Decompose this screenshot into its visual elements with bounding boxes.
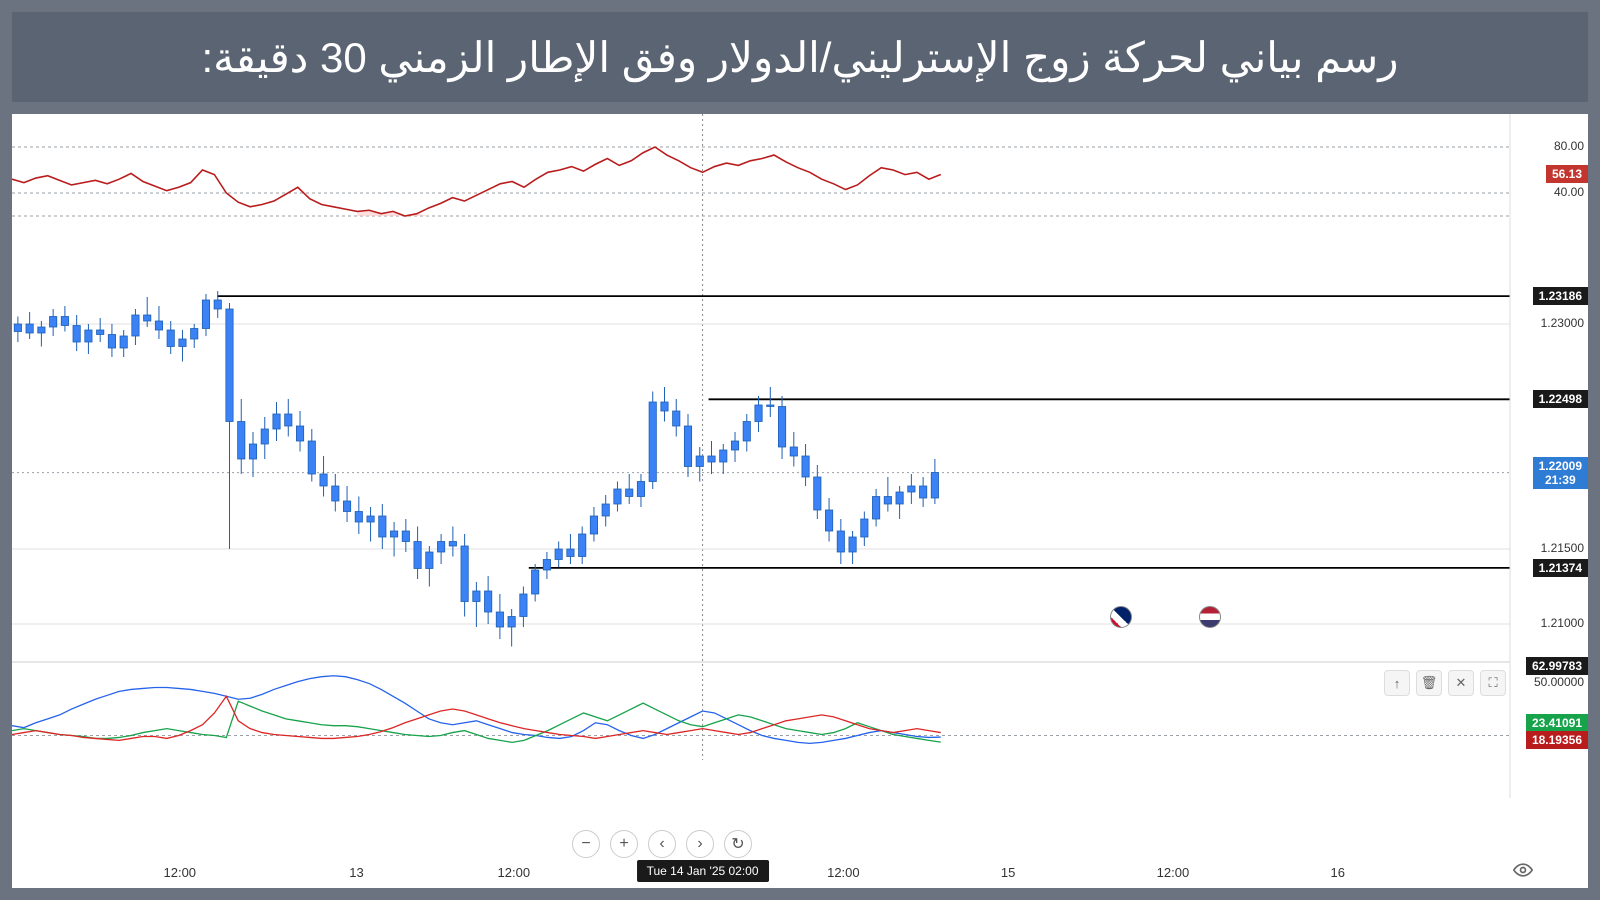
zoom-out-button[interactable]: −	[572, 830, 600, 858]
tool-controls: ↑🗑✕⛶	[1384, 670, 1506, 696]
chart-header: رسم بياني لحركة زوج الإسترليني/الدولار و…	[12, 12, 1588, 102]
reset-button[interactable]: ↻	[724, 830, 752, 858]
scroll-right-button[interactable]: ›	[686, 830, 714, 858]
current-price-tag: 1.2200921:39	[1533, 457, 1588, 490]
time-axis-label: 16	[1330, 865, 1344, 880]
delete-button[interactable]: 🗑	[1416, 670, 1442, 696]
scroll-left-button[interactable]: ‹	[648, 830, 676, 858]
chart-title: رسم بياني لحركة زوج الإسترليني/الدولار و…	[201, 33, 1398, 82]
time-axis-label: 12:00	[1157, 865, 1190, 880]
fullscreen-button[interactable]: ⛶	[1480, 670, 1506, 696]
uk-flag-icon	[1110, 606, 1132, 628]
close-button[interactable]: ✕	[1448, 670, 1474, 696]
time-axis-label: 13	[349, 865, 363, 880]
us-flag-icon	[1199, 606, 1221, 628]
time-axis-label: 15	[1001, 865, 1015, 880]
time-axis-label: 12:00	[163, 865, 196, 880]
time-axis-label: 12:00	[827, 865, 860, 880]
chart-container: 80.0040.0056.131.230001.215001.210001.23…	[12, 114, 1588, 888]
visibility-icon[interactable]	[1513, 860, 1533, 880]
time-axis-label: 12:00	[498, 865, 531, 880]
crosshair-time-label: Tue 14 Jan '25 02:00	[637, 860, 769, 882]
zoom-in-button[interactable]: +	[610, 830, 638, 858]
upload-button[interactable]: ↑	[1384, 670, 1410, 696]
nav-controls: −+ ‹ › ↻	[572, 830, 752, 858]
